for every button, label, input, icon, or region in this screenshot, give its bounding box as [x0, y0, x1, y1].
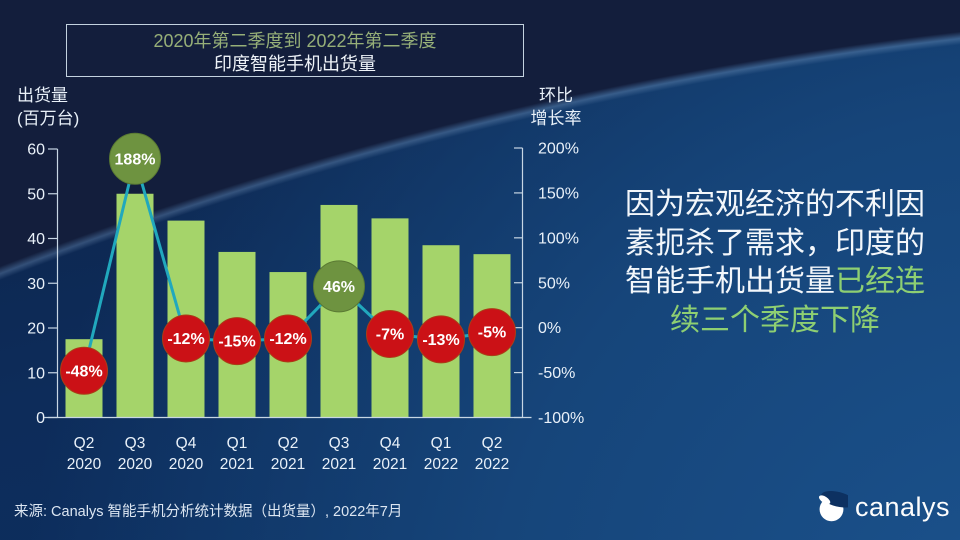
commentary-line3-green: 已经连 [835, 265, 925, 298]
commentary-line: 续三个季度下降 [670, 303, 880, 337]
x-label-year: 2022 [424, 456, 458, 473]
left-axis-tick-label: 30 [27, 276, 45, 293]
right-axis-tick-label: 0% [538, 320, 561, 337]
growth-marker-q1-2021 [213, 317, 261, 366]
left-axis-tick-label: 0 [36, 410, 45, 427]
x-label-quarter: Q2 [278, 435, 299, 452]
growth-label-q2-2021: -12% [269, 331, 306, 348]
chart-title-subject: 印度智能手机出货量 [214, 54, 376, 74]
x-label-quarter: Q2 [74, 435, 95, 452]
growth-label-q4-2021: -7% [376, 326, 404, 343]
left-axis-tick-label: 10 [27, 365, 45, 382]
x-label-quarter: Q2 [482, 435, 503, 452]
x-axis-labels: Q2 2020 Q3 2020 Q4 2020 Q1 2021 Q2 2021 Q3 2021 Q4 20… [67, 435, 509, 473]
growth-label-q3-2020: 188% [115, 151, 156, 168]
left-axis-tick-label: 40 [27, 231, 45, 248]
right-axis-tick-label: -100% [538, 410, 584, 427]
growth-markers: -48% 188% -12% -15% -12% 46% -7% -13% -5% [60, 132, 516, 395]
x-label-quarter: Q3 [329, 435, 350, 452]
commentary-line: 智能手机出货量已经连 [605, 263, 945, 302]
growth-marker-q4-2020 [162, 314, 210, 363]
left-axis-title-line1: 出货量 [17, 86, 68, 105]
x-label-quarter: Q4 [380, 435, 401, 452]
commentary-line3-white: 智能手机出货量 [625, 265, 835, 298]
x-label-quarter: Q3 [125, 435, 146, 452]
right-axis-tick-label: 150% [538, 185, 579, 202]
x-label-year: 2022 [475, 456, 509, 473]
left-axis-title: 出货量 (百万台) [17, 84, 79, 130]
right-axis-title-line1: 环比 [539, 86, 573, 105]
axes: 60 50 40 30 20 10 0 200% 150% 100% 50% 0% -50% -100% [27, 141, 584, 428]
x-label-year: 2020 [169, 456, 204, 473]
left-axis-tick-label: 20 [27, 321, 45, 338]
growth-marker-q2-2020 [60, 346, 108, 395]
right-axis-title-line2: 增长率 [530, 109, 582, 128]
growth-marker-q3-2020 [109, 132, 161, 185]
canalys-logo-text: canalys [855, 492, 951, 522]
chart-title-period: 2020年第二季度到 2022年第二季度 [153, 31, 437, 51]
x-label-quarter: Q4 [176, 435, 197, 452]
right-axis-title: 环比 增长率 [524, 84, 588, 130]
growth-label-q3-2021: 46% [323, 279, 355, 296]
chart-title-box: 2020年第二季度到 2022年第二季度 印度智能手机出货量 [66, 24, 524, 77]
growth-marker-q3-2021 [313, 260, 365, 313]
growth-marker-q2-2021 [264, 314, 312, 363]
source-note: 来源: Canalys 智能手机分析统计数据（出货量）, 2022年7月 [14, 504, 403, 520]
right-axis-tick-label: 100% [538, 230, 579, 247]
x-label-year: 2021 [373, 456, 407, 473]
bar-series [65, 193, 511, 418]
left-axis-tick-label: 50 [27, 186, 45, 203]
canalys-logo-icon [818, 491, 848, 522]
right-axis-tick-label: 50% [538, 275, 570, 292]
left-axis-tick-label: 60 [27, 142, 45, 159]
growth-label-q4-2020: -12% [167, 331, 204, 348]
x-label-year: 2021 [271, 456, 305, 473]
left-axis-title-line2: (百万台) [17, 109, 80, 128]
growth-label-q1-2021: -15% [218, 334, 255, 351]
commentary-text: 因为宏观经济的不利因 素扼杀了需求，印度的 智能手机出货量已经连 续三个季度下降 [605, 186, 945, 340]
growth-marker-q2-2022 [468, 308, 516, 357]
growth-label-q2-2022: -5% [478, 325, 506, 342]
right-axis-tick-label: -50% [538, 365, 575, 382]
growth-marker-q1-2022 [417, 315, 465, 364]
x-label-year: 2021 [322, 456, 356, 473]
x-label-quarter: Q1 [227, 435, 248, 452]
growth-marker-q4-2021 [366, 309, 414, 358]
x-label-year: 2021 [220, 456, 254, 473]
growth-label-q2-2020: -48% [65, 363, 102, 380]
commentary-line: 因为宏观经济的不利因 [625, 188, 925, 221]
x-label-year: 2020 [67, 456, 102, 473]
bar-q3-2020 [116, 193, 154, 418]
right-axis-tick-label: 200% [538, 141, 579, 158]
commentary-line: 素扼杀了需求，印度的 [625, 226, 925, 260]
x-label-year: 2020 [118, 456, 153, 473]
growth-label-q1-2022: -13% [422, 332, 459, 349]
canalys-logo: canalys [815, 491, 950, 524]
x-label-quarter: Q1 [431, 435, 452, 452]
